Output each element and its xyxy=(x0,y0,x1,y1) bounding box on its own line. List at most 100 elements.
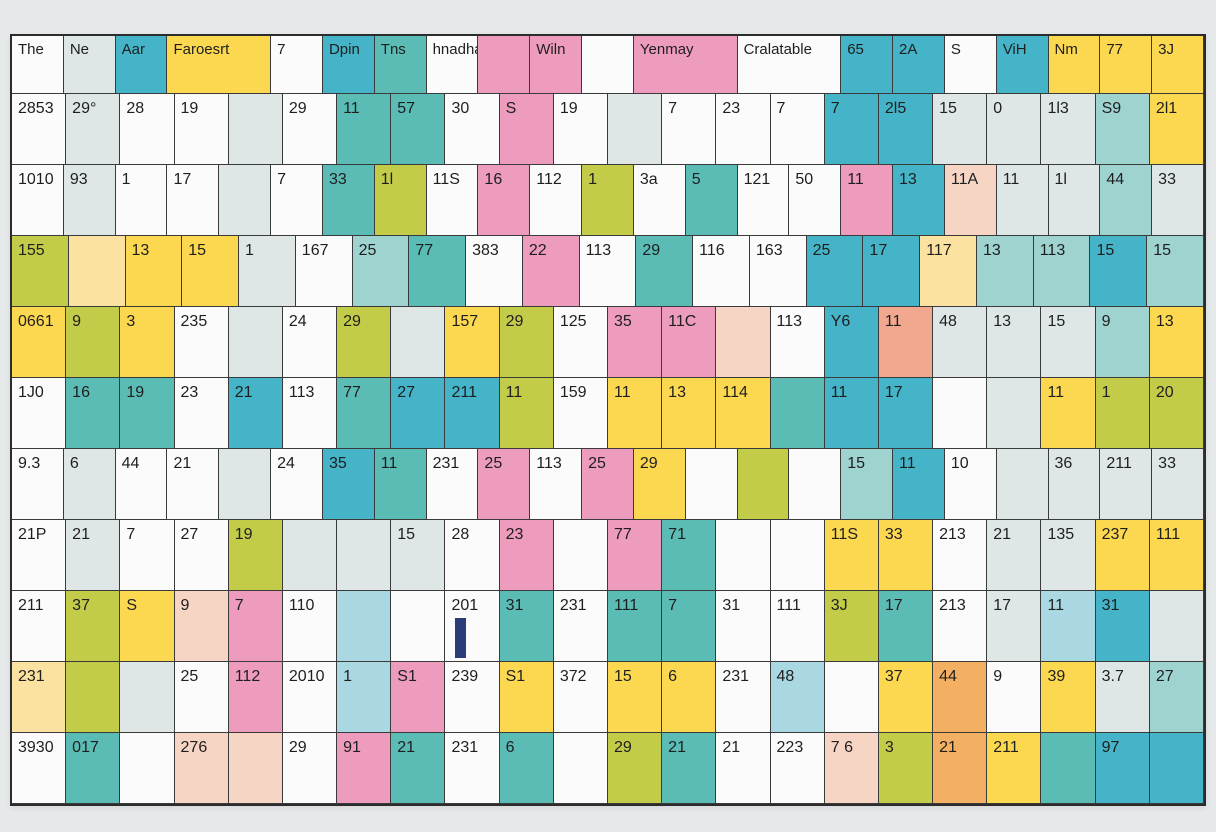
grid-cell[interactable] xyxy=(228,94,283,165)
grid-cell[interactable]: 23 xyxy=(499,520,554,591)
header-cell[interactable]: 3J xyxy=(1152,36,1204,94)
grid-cell[interactable] xyxy=(337,520,392,591)
grid-cell[interactable]: 20 xyxy=(1149,378,1204,449)
grid-cell[interactable]: 36 xyxy=(1048,449,1101,520)
grid-cell[interactable]: 29° xyxy=(66,94,121,165)
grid-cell[interactable] xyxy=(770,378,825,449)
grid-cell[interactable]: 11A xyxy=(944,165,997,236)
grid-cell[interactable]: 114 xyxy=(716,378,771,449)
grid-cell[interactable]: 21 xyxy=(933,733,988,804)
grid-cell[interactable]: 3J xyxy=(824,591,879,662)
grid-cell[interactable]: 29 xyxy=(608,733,663,804)
grid-cell[interactable]: 135 xyxy=(1041,520,1096,591)
grid-cell[interactable]: 19 xyxy=(553,94,608,165)
grid-cell[interactable]: 33 xyxy=(1152,165,1204,236)
grid-cell[interactable]: 44 xyxy=(115,449,168,520)
header-cell[interactable]: 2A xyxy=(893,36,945,94)
header-cell[interactable]: 7 xyxy=(271,36,323,94)
grid-cell[interactable]: 11 xyxy=(608,378,663,449)
grid-cell[interactable]: 2010 xyxy=(282,662,338,733)
grid-cell[interactable]: 19 xyxy=(120,378,175,449)
grid-cell[interactable]: 21 xyxy=(228,378,283,449)
grid-cell[interactable]: 9 xyxy=(174,591,229,662)
grid-cell[interactable]: 16 xyxy=(478,165,531,236)
grid-cell[interactable] xyxy=(553,733,608,804)
grid-cell[interactable] xyxy=(219,449,272,520)
grid-cell[interactable] xyxy=(996,449,1049,520)
grid-cell[interactable]: 24 xyxy=(271,449,323,520)
grid-cell[interactable]: 11 xyxy=(1041,378,1096,449)
header-cell[interactable]: Cralatable xyxy=(737,36,842,94)
header-cell[interactable] xyxy=(478,36,531,94)
grid-cell[interactable]: 211 xyxy=(12,591,67,662)
grid-cell[interactable]: 211 xyxy=(1100,449,1153,520)
grid-cell[interactable]: 29 xyxy=(282,94,338,165)
grid-cell[interactable]: 25 xyxy=(352,236,410,307)
grid-cell[interactable]: Y6 xyxy=(824,307,879,378)
grid-cell[interactable]: 33 xyxy=(878,520,934,591)
grid-cell[interactable]: 57 xyxy=(391,94,446,165)
grid-cell[interactable]: 213 xyxy=(933,591,988,662)
grid-cell[interactable]: S xyxy=(499,94,554,165)
grid-cell[interactable]: 39 xyxy=(1041,662,1096,733)
grid-cell[interactable]: 11 xyxy=(824,378,879,449)
grid-cell[interactable]: 48 xyxy=(770,662,825,733)
grid-cell[interactable]: 35 xyxy=(322,449,375,520)
grid-cell[interactable]: 15 xyxy=(391,520,446,591)
grid-cell[interactable]: 21 xyxy=(662,733,717,804)
grid-cell[interactable] xyxy=(120,662,175,733)
grid-cell[interactable]: 25 xyxy=(478,449,531,520)
grid-cell[interactable]: 9 xyxy=(987,662,1042,733)
grid-cell[interactable]: 11 xyxy=(996,165,1049,236)
grid-cell[interactable]: 21 xyxy=(167,449,220,520)
grid-cell[interactable]: 3 xyxy=(120,307,175,378)
grid-cell[interactable] xyxy=(1041,733,1096,804)
grid-cell[interactable] xyxy=(120,733,175,804)
grid-cell[interactable] xyxy=(770,520,825,591)
grid-cell[interactable]: 29 xyxy=(499,307,554,378)
grid-cell[interactable]: 372 xyxy=(553,662,608,733)
grid-cell[interactable]: 117 xyxy=(920,236,977,307)
grid-cell[interactable]: 28 xyxy=(445,520,500,591)
grid-cell[interactable]: 17 xyxy=(987,591,1042,662)
grid-cell[interactable]: 0661 xyxy=(12,307,67,378)
header-cell[interactable]: 77 xyxy=(1100,36,1153,94)
grid-cell[interactable]: 21 xyxy=(987,520,1042,591)
grid-cell[interactable]: 1l xyxy=(1048,165,1101,236)
grid-cell[interactable]: 33 xyxy=(1152,449,1204,520)
grid-cell[interactable]: 77 xyxy=(409,236,467,307)
grid-cell[interactable]: 29 xyxy=(636,236,694,307)
grid-cell[interactable]: 2l1 xyxy=(1149,94,1204,165)
grid-cell[interactable]: 33 xyxy=(322,165,375,236)
grid-cell[interactable]: 11 xyxy=(878,307,934,378)
grid-cell[interactable]: 7 xyxy=(662,591,717,662)
grid-cell[interactable]: 24 xyxy=(282,307,338,378)
grid-cell[interactable]: 112 xyxy=(530,165,583,236)
grid-cell[interactable]: 31 xyxy=(1095,591,1150,662)
grid-cell[interactable]: 167 xyxy=(295,236,353,307)
grid-cell[interactable]: 1 xyxy=(582,165,634,236)
grid-cell[interactable]: 155 xyxy=(12,236,69,307)
grid-cell[interactable] xyxy=(553,520,608,591)
grid-cell[interactable]: 2853 xyxy=(12,94,67,165)
grid-cell[interactable]: 31 xyxy=(499,591,554,662)
grid-cell[interactable]: 1l3 xyxy=(1041,94,1096,165)
grid-cell[interactable] xyxy=(1149,733,1204,804)
grid-cell[interactable]: 2l5 xyxy=(878,94,934,165)
grid-cell[interactable]: 5 xyxy=(685,165,738,236)
grid-cell[interactable]: 93 xyxy=(63,165,116,236)
grid-cell[interactable]: 239 xyxy=(445,662,500,733)
grid-cell[interactable]: 11C xyxy=(662,307,717,378)
header-cell[interactable]: Aar xyxy=(115,36,168,94)
grid-cell[interactable] xyxy=(685,449,738,520)
grid-cell[interactable]: 9.3 xyxy=(12,449,64,520)
grid-cell[interactable]: 7 xyxy=(824,94,879,165)
grid-cell[interactable]: 11S xyxy=(426,165,479,236)
grid-cell[interactable]: 3.7 xyxy=(1095,662,1150,733)
header-cell[interactable]: The xyxy=(12,36,64,94)
grid-cell[interactable]: 17 xyxy=(878,591,934,662)
grid-cell[interactable]: 25 xyxy=(806,236,864,307)
grid-cell[interactable]: 13 xyxy=(987,307,1042,378)
grid-cell[interactable]: 27 xyxy=(391,378,446,449)
grid-cell[interactable]: 11 xyxy=(1041,591,1096,662)
